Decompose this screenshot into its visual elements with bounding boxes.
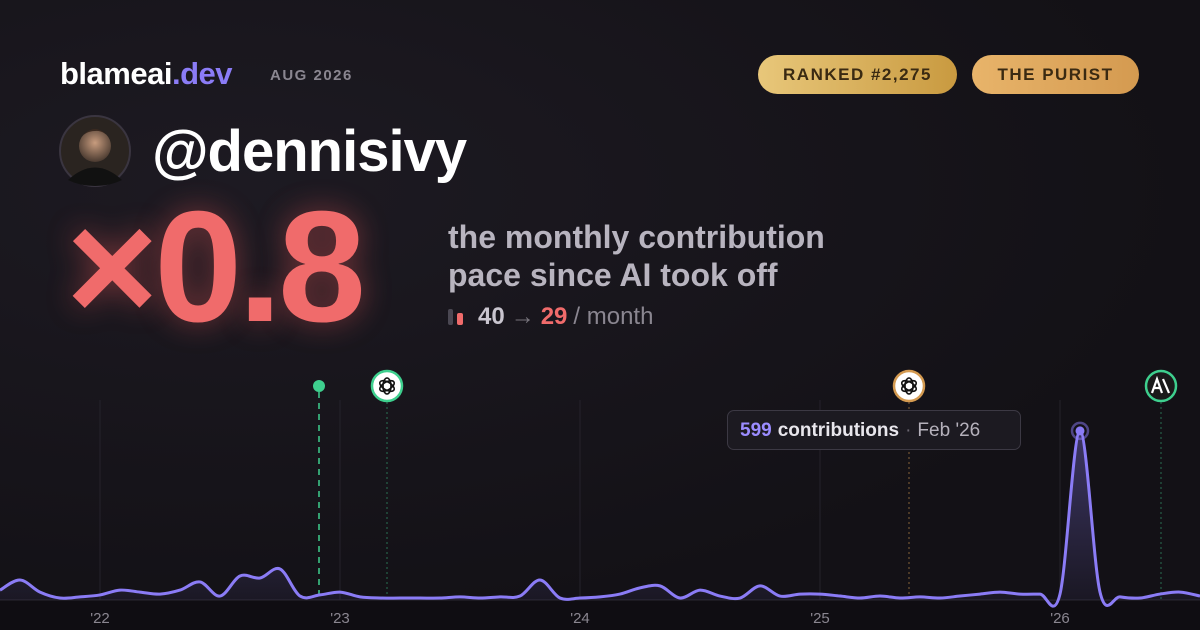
x-tick-label: '26 xyxy=(1050,610,1070,627)
caption-line: pace since AI took off xyxy=(448,257,778,293)
pace-arrow: → xyxy=(510,303,535,330)
period: AUG 2026 xyxy=(270,67,353,84)
pace: 40 → 29/ month xyxy=(448,303,653,331)
brand: blameai.dev xyxy=(60,56,232,92)
x-tick-label: '22 xyxy=(90,610,110,627)
x-tick-label: '24 xyxy=(570,610,590,627)
tooltip-date: Feb '26 xyxy=(917,420,981,441)
highlight-point xyxy=(1075,426,1085,436)
axis-strip xyxy=(0,600,1200,630)
avatar xyxy=(59,115,131,187)
x-tick-label: '25 xyxy=(810,610,830,627)
line xyxy=(0,429,1200,608)
highlight-ring xyxy=(1070,421,1090,441)
multiplier: ×0.8 xyxy=(66,179,366,355)
area xyxy=(0,430,1200,607)
caption-line: the monthly contribution xyxy=(448,219,825,255)
x-tick-label: '23 xyxy=(330,610,350,627)
persona-badge: THE PURIST xyxy=(972,55,1139,94)
brand-tld: .dev xyxy=(171,56,233,91)
pace-after: 29 xyxy=(540,303,568,330)
tooltip-label: contributions xyxy=(777,420,900,441)
tooltip-value: 599 xyxy=(740,420,772,441)
pace-unit: / month xyxy=(573,303,654,330)
brand-name: blameai xyxy=(60,56,172,91)
event-markers xyxy=(313,369,1178,600)
tooltip: 599 contributions · Feb '26 xyxy=(727,410,1021,450)
rank-badge: RANKED #2,275 xyxy=(758,55,957,94)
hero-bars-icon xyxy=(448,309,463,325)
handle: @dennisivy xyxy=(152,119,467,184)
pace-before: 40 xyxy=(478,303,505,330)
tooltip-separator: · xyxy=(905,420,912,441)
